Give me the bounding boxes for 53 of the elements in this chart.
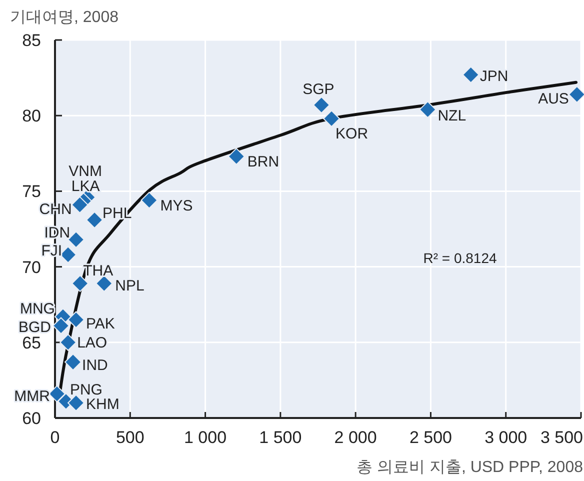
y-tick-label: 70 <box>22 258 41 277</box>
annotation: AUS <box>538 90 569 108</box>
y-tick-label: 65 <box>22 333 41 352</box>
point <box>60 334 77 351</box>
point <box>312 96 330 114</box>
annotation: NPL <box>115 277 144 294</box>
annotation: MMR <box>14 388 50 405</box>
x-tick-label: 3 500 <box>540 428 583 447</box>
point <box>140 192 158 209</box>
point <box>52 317 70 334</box>
annotation: MYS <box>160 197 193 214</box>
point <box>86 211 104 228</box>
y-tick-label: 75 <box>22 182 41 202</box>
point <box>72 274 89 292</box>
x-tick-label: 1 500 <box>259 428 302 447</box>
annotation: NZL <box>438 108 466 125</box>
x-tick-label: 1 000 <box>184 428 227 447</box>
annotation: KOR <box>336 126 368 143</box>
annotation: LKA <box>71 178 100 196</box>
point <box>96 274 113 292</box>
x-tick-label: 3 000 <box>484 428 528 447</box>
annotation: R² = 0.8124 <box>423 250 497 266</box>
point <box>419 101 436 118</box>
y-tick-label: 60 <box>22 409 41 428</box>
point <box>71 196 88 214</box>
point <box>68 231 85 248</box>
annotation: LAO <box>77 334 108 352</box>
x-tick-label: 2 000 <box>334 428 377 447</box>
point <box>64 354 82 371</box>
point <box>228 148 245 165</box>
point <box>48 385 66 402</box>
annotation: SGP <box>302 81 334 98</box>
x-tick-label: 500 <box>116 428 144 447</box>
x-tick-label: 2 500 <box>409 428 452 447</box>
y-axis-title: 기대여명, 2008 <box>10 9 119 26</box>
annotation: MNG <box>20 300 55 318</box>
point <box>462 66 480 84</box>
x-tick-label: 0 <box>50 428 60 447</box>
annotation: JPN <box>480 68 508 85</box>
y-tick-label: 80 <box>22 106 41 126</box>
annotation: IND <box>82 357 108 374</box>
annotation: BGD <box>18 318 52 336</box>
annotation: VNM <box>68 163 102 180</box>
annotation: BRN <box>247 153 280 170</box>
y-tick-label: 85 <box>22 31 41 50</box>
point <box>323 110 340 128</box>
annotation: KHM <box>86 396 120 413</box>
annotation: PAK <box>86 316 115 333</box>
point <box>68 394 85 412</box>
annotation: PNG <box>70 381 102 398</box>
point <box>568 86 584 103</box>
point <box>68 311 85 328</box>
x-axis-title: 총 의료비 지출, USD PPP, 2008 <box>356 459 584 476</box>
